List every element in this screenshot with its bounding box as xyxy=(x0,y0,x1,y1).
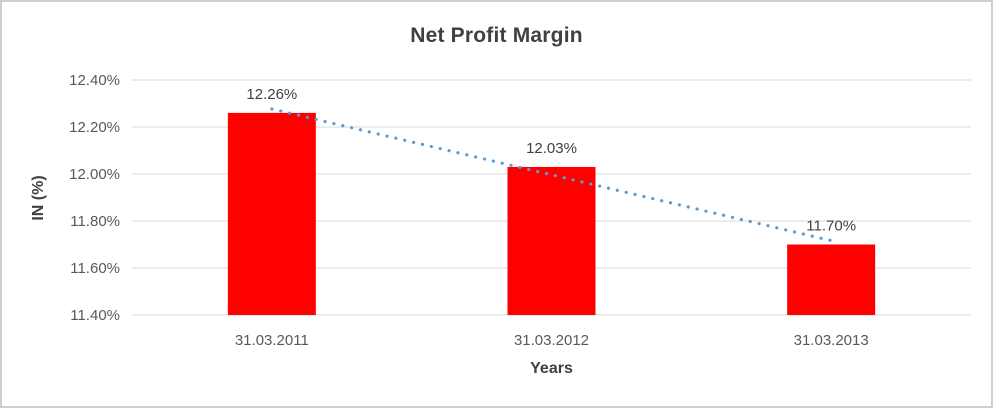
bar[interactable] xyxy=(787,244,876,316)
chart-title: Net Profit Margin xyxy=(410,24,583,47)
y-tick-label: 11.60% xyxy=(70,260,120,277)
x-tick-label: 31.03.2013 xyxy=(794,332,869,349)
bar[interactable] xyxy=(507,166,596,315)
bar[interactable] xyxy=(227,112,316,316)
y-tick-label: 11.40% xyxy=(70,307,120,324)
bar-value-label: 12.26% xyxy=(246,86,297,103)
y-tick-label: 12.00% xyxy=(69,166,120,183)
x-tick-label: 31.03.2011 xyxy=(235,332,309,349)
y-tick-label: 12.20% xyxy=(69,119,120,136)
bar-value-label: 11.70% xyxy=(806,218,856,235)
y-tick-label: 12.40% xyxy=(69,72,120,89)
x-tick-label: 31.03.2012 xyxy=(514,332,589,349)
x-axis-title: Years xyxy=(530,360,573,377)
y-tick-label: 11.80% xyxy=(70,213,120,230)
bar-value-label: 12.03% xyxy=(526,140,577,157)
